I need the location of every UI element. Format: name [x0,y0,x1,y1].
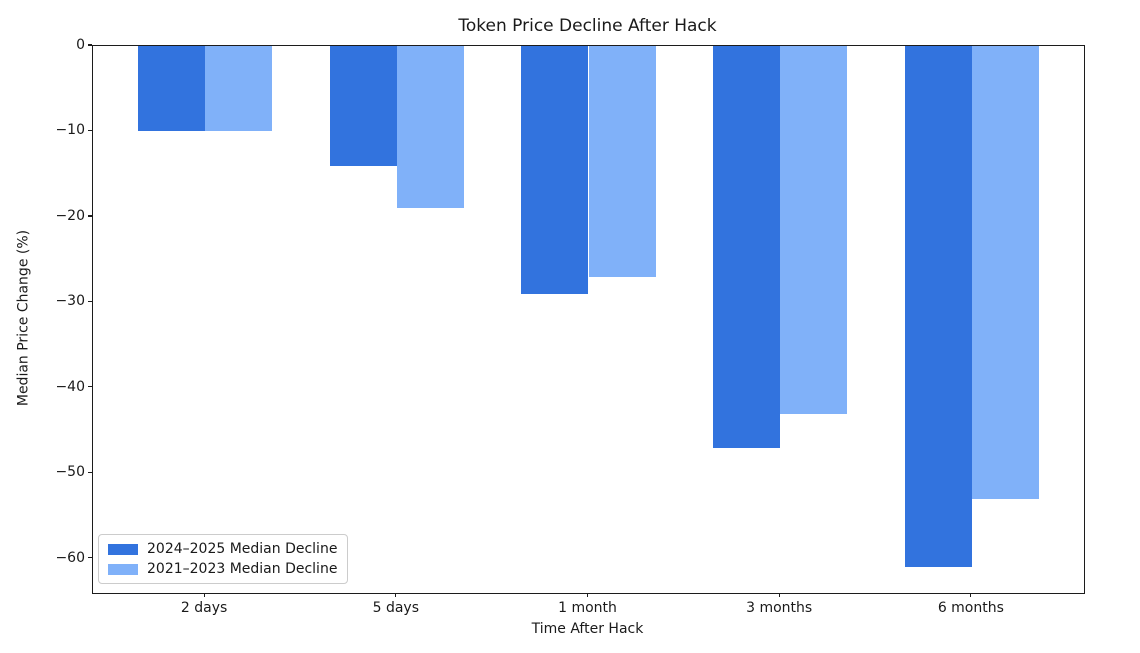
y-tick-mark [88,129,92,132]
y-tick-mark [88,215,92,217]
legend-row: 2021–2023 Median Decline [108,561,337,577]
y-tick-mark [88,44,92,46]
y-tick-mark [88,386,92,388]
bar-dark-5-days [329,46,397,166]
y-tick-label: −20 [55,207,85,224]
bar-light-2-days [205,46,273,132]
y-tick-label: −60 [55,549,85,566]
x-tick-mark [395,593,397,597]
y-tick-mark [88,471,92,473]
bar-light-3-months [780,46,848,414]
legend-swatch-2024-2025 [108,543,138,555]
x-tick-label: 1 month [558,600,617,616]
x-tick-mark [778,593,780,597]
x-tick-label: 2 days [180,600,228,616]
bar-dark-3-months [713,46,781,448]
x-tick-label: 5 days [372,600,420,616]
x-tick-label: 3 months [746,600,813,616]
y-tick-label: −10 [55,122,85,139]
y-tick-mark [88,300,92,302]
bar-light-6-months [971,46,1039,499]
legend-label-2024-2025: 2024–2025 Median Decline [147,541,338,557]
legend-label-2021-2023: 2021–2023 Median Decline [147,561,338,577]
chart-title: Token Price Decline After Hack [458,16,717,36]
bar-dark-2-days [138,46,206,132]
y-tick-label: 0 [76,37,85,53]
x-tick-label: 6 months [937,600,1004,616]
bar-dark-6-months [904,46,972,568]
legend: 2024–2025 Median Decline 2021–2023 Media… [98,534,349,584]
bar-light-1-month [588,46,656,277]
plot-area [92,45,1085,594]
y-tick-label: −40 [55,378,85,395]
y-tick-label: −30 [55,293,85,310]
bar-light-5-days [396,46,464,209]
x-axis-label: Time After Hack [531,621,644,637]
legend-swatch-2021-2023 [108,563,138,575]
bar-dark-1-month [521,46,589,294]
x-tick-mark [203,593,205,597]
x-tick-mark [970,593,972,597]
legend-row: 2024–2025 Median Decline [108,541,337,557]
y-tick-mark [88,557,92,559]
y-tick-label: −50 [55,464,85,481]
x-tick-mark [586,593,589,597]
